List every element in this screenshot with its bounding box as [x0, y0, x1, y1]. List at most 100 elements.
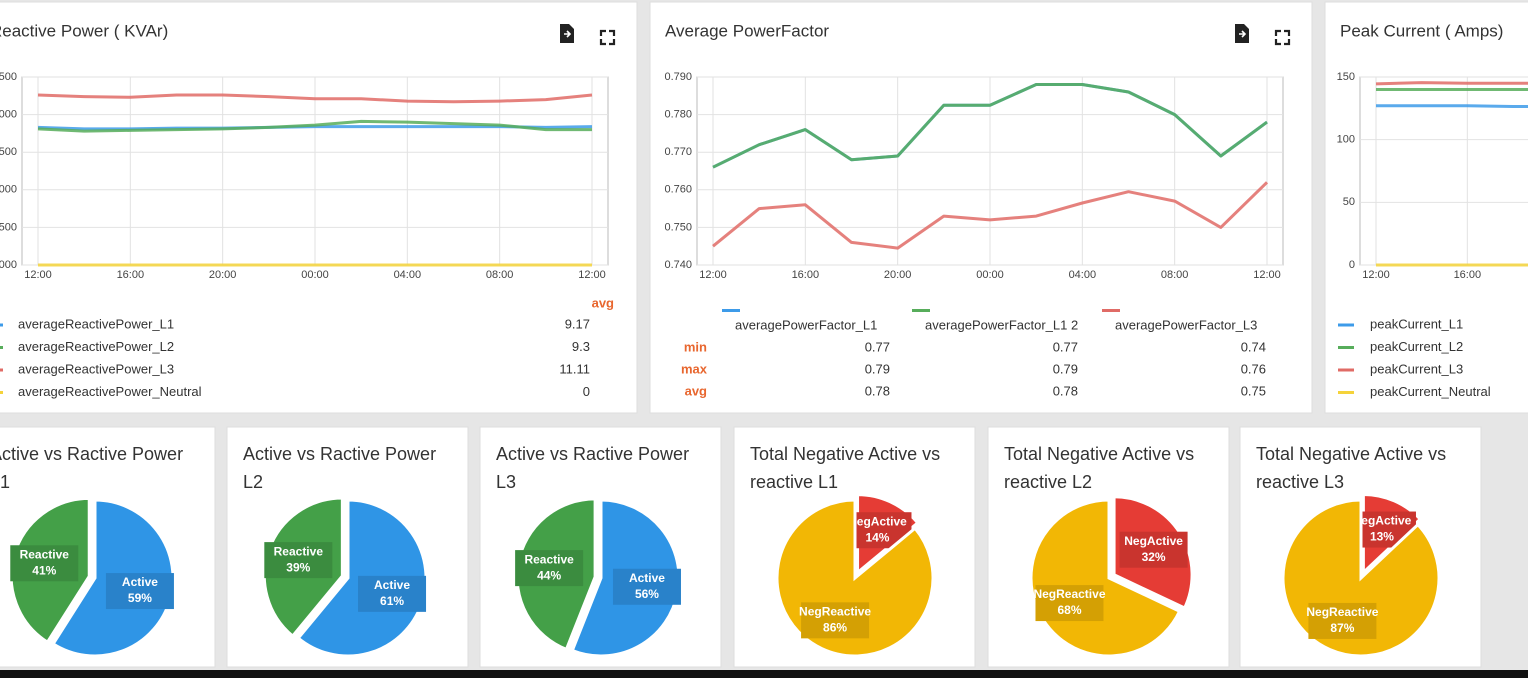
slice-label-shade: [612, 568, 681, 605]
y-tick-label: 0.740: [664, 259, 692, 271]
slice-label-box: [612, 568, 681, 605]
legend-stat: 0.79: [1053, 361, 1078, 376]
series-line: [37, 93, 593, 104]
legend-label: peakCurrent_L2: [1370, 339, 1463, 354]
slice-label-shade: [1308, 602, 1377, 639]
y-tick-label: 5.000: [0, 184, 17, 196]
slice-value: 61%: [380, 594, 404, 608]
slice-value: 68%: [1057, 603, 1081, 617]
slice-label-box: [1119, 531, 1188, 568]
stat-name: avg: [592, 295, 614, 310]
slice-label-shade: [1035, 585, 1104, 622]
slice-label: NegReactive: [1306, 605, 1378, 619]
slice-label: NegReactive: [799, 605, 871, 619]
slice-value: 39%: [286, 560, 310, 574]
slice-label-box: [358, 575, 427, 612]
slice-label: Active: [629, 571, 665, 585]
legend-label: averageReactivePower_L2: [18, 339, 174, 354]
x-tick-label: 16:00: [117, 269, 145, 281]
y-tick-label: 10.000: [0, 109, 17, 121]
card-title: Total Negative Active vs: [1004, 444, 1194, 464]
x-tick-label: 12:00: [1362, 269, 1390, 281]
x-tick-label: 16:00: [792, 269, 820, 281]
legend-stat: 0.76: [1241, 361, 1266, 376]
slice-label-shade: [801, 602, 870, 639]
slice-value: 86%: [823, 621, 847, 635]
slice-value: 14%: [865, 530, 889, 544]
legend-stat: 0: [583, 384, 590, 399]
legend-label: averagePowerFactor_L1: [735, 317, 877, 332]
legend-stat: 0.74: [1241, 339, 1266, 354]
slice-value: 41%: [32, 563, 56, 577]
slice-value: 56%: [635, 587, 659, 601]
legend-stat: 0.78: [1053, 383, 1078, 398]
x-tick-label: 00:00: [976, 269, 1004, 281]
x-tick-label: 08:00: [1161, 269, 1189, 281]
stat-name: avg: [685, 383, 707, 398]
legend-label: averageReactivePower_Neutral: [18, 384, 202, 399]
card-title: L2: [243, 472, 263, 492]
slice-label-box: [105, 573, 174, 610]
x-tick-label: 20:00: [884, 269, 912, 281]
y-tick-label: 50: [1343, 196, 1355, 208]
y-tick-label: 0.780: [664, 109, 692, 121]
slice-label-box: [801, 602, 870, 639]
legend-swatch: [1338, 346, 1354, 349]
card-title: Active vs Ractive Power: [243, 444, 436, 464]
legend-label: averagePowerFactor_L1 2: [925, 317, 1078, 332]
panel-title: Average PowerFactor: [665, 21, 829, 40]
x-tick-label: 16:00: [1454, 269, 1482, 281]
legend-label: averagePowerFactor_L3: [1115, 317, 1257, 332]
slice-label: NegReactive: [1033, 587, 1105, 601]
slice-label: NegActive: [1124, 534, 1183, 548]
legend-swatch: [1338, 368, 1354, 372]
y-tick-label: 0: [1349, 259, 1355, 271]
export-icon-arrow: [1239, 30, 1247, 38]
y-tick-label: 7.500: [0, 146, 17, 158]
legend-stat: 0.77: [1053, 339, 1078, 354]
y-tick-label: 0.760: [664, 184, 692, 196]
y-tick-label: 2.500: [0, 221, 17, 233]
legend-swatch: [0, 346, 3, 349]
legend-label: peakCurrent_L3: [1370, 361, 1463, 376]
legend-label: peakCurrent_L1: [1370, 316, 1463, 331]
legend-swatch: [1338, 323, 1354, 327]
y-tick-label: 100: [1337, 134, 1355, 146]
panel-icons: [1235, 24, 1291, 46]
slice-label: Reactive: [274, 544, 324, 558]
x-tick-label: 12:00: [1253, 269, 1281, 281]
slice-label: Reactive: [20, 547, 70, 561]
series-line: [1376, 104, 1528, 108]
x-tick-label: 04:00: [1069, 269, 1097, 281]
y-tick-label: 0.770: [664, 146, 692, 158]
card-title: Total Negative Active vs: [1256, 444, 1446, 464]
x-tick-label: 12:00: [699, 269, 727, 281]
legend-stat: 0.78: [865, 383, 890, 398]
slice-label-shade: [10, 545, 79, 582]
panel-icons: [560, 24, 616, 46]
y-tick-label: 0.000: [0, 259, 17, 271]
legend-label: peakCurrent_Neutral: [1370, 384, 1491, 399]
slice-label-shade: [264, 542, 333, 579]
stat-name: max: [681, 361, 708, 376]
slice-value: 13%: [1370, 530, 1394, 544]
plot-area: [1359, 76, 1528, 266]
slice-label: NegActive: [848, 514, 907, 528]
slice-label: Active: [374, 578, 410, 592]
slice-label: Active: [122, 575, 158, 589]
legend-label: averageReactivePower_L1: [18, 316, 174, 331]
x-tick-label: 04:00: [394, 269, 422, 281]
card-title: Active vs Ractive Power: [0, 444, 183, 464]
x-tick-label: 20:00: [209, 269, 237, 281]
fullscreen-icon: [1274, 29, 1291, 46]
slice-value: 32%: [1142, 550, 1166, 564]
legend-swatch: [722, 309, 740, 312]
x-tick-label: 12:00: [578, 269, 606, 281]
series-line: [1375, 81, 1528, 86]
slice-label-shade: [358, 575, 427, 612]
legend-stat: 0.77: [865, 339, 890, 354]
slice-label-box: [10, 545, 79, 582]
legend-swatch: [1338, 391, 1354, 394]
x-tick-label: 12:00: [24, 269, 52, 281]
y-tick-label: 12.500: [0, 71, 17, 83]
